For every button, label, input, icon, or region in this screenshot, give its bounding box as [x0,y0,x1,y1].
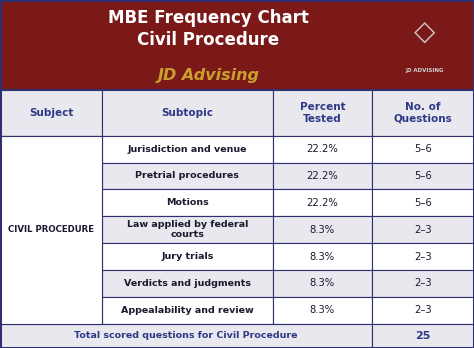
Text: 22.2%: 22.2% [307,144,338,154]
Text: 2–3: 2–3 [414,225,432,235]
Text: 2–3: 2–3 [414,252,432,262]
Text: Motions: Motions [166,198,209,207]
Text: 25: 25 [415,331,431,341]
Bar [372,270,474,297]
Bar [0,189,102,216]
Text: 5–6: 5–6 [414,144,432,154]
Text: Pretrial procedures: Pretrial procedures [135,172,239,181]
Bar [372,216,474,243]
Text: CIVIL PROCEDURE: CIVIL PROCEDURE [8,225,94,234]
Bar [273,90,372,136]
Text: Verdicts and judgments: Verdicts and judgments [124,279,251,288]
Text: Subtopic: Subtopic [161,108,213,118]
Text: ◇: ◇ [413,18,435,46]
Text: 5–6: 5–6 [414,171,432,181]
Bar [102,136,273,163]
Text: JD Advising: JD Advising [157,68,260,83]
Bar [372,243,474,270]
Text: Total scored questions for Civil Procedure: Total scored questions for Civil Procedu… [74,331,298,340]
Bar [102,189,273,216]
Bar [273,163,372,189]
Bar [0,136,102,324]
Text: 8.3%: 8.3% [310,252,335,262]
Text: MBE Frequency Chart
Civil Procedure: MBE Frequency Chart Civil Procedure [108,9,309,49]
Bar [0,324,372,348]
Text: Law applied by federal
courts: Law applied by federal courts [127,220,248,239]
Bar [372,324,474,348]
Bar [372,136,474,163]
Bar [0,90,102,136]
Text: Subject: Subject [29,108,73,118]
Bar [273,270,372,297]
Bar [273,136,372,163]
Text: 2–3: 2–3 [414,305,432,315]
Text: Appealability and review: Appealability and review [121,306,254,315]
Text: 8.3%: 8.3% [310,278,335,288]
Bar [102,216,273,243]
Bar [0,270,102,297]
Bar [0,243,102,270]
Bar [273,216,372,243]
Text: JD ADVISING: JD ADVISING [405,68,444,73]
Text: Percent
Tested: Percent Tested [300,102,345,124]
Text: 8.3%: 8.3% [310,225,335,235]
Bar [273,297,372,324]
Bar [0,216,102,243]
Bar [102,270,273,297]
Bar [102,243,273,270]
Bar [273,243,372,270]
Bar [0,136,102,163]
Bar [102,163,273,189]
Bar [273,189,372,216]
Text: 22.2%: 22.2% [307,171,338,181]
Bar [0,163,102,189]
Bar [372,189,474,216]
Bar [0,0,474,90]
Bar [372,163,474,189]
Bar [372,297,474,324]
Text: Jury trials: Jury trials [161,252,213,261]
Text: Jurisdiction and venue: Jurisdiction and venue [128,145,247,154]
Text: 5–6: 5–6 [414,198,432,208]
Bar [372,90,474,136]
Bar [102,297,273,324]
Text: 8.3%: 8.3% [310,305,335,315]
Bar [0,297,102,324]
Text: 2–3: 2–3 [414,278,432,288]
Text: No. of
Questions: No. of Questions [394,102,452,124]
Bar [102,90,273,136]
Text: 22.2%: 22.2% [307,198,338,208]
